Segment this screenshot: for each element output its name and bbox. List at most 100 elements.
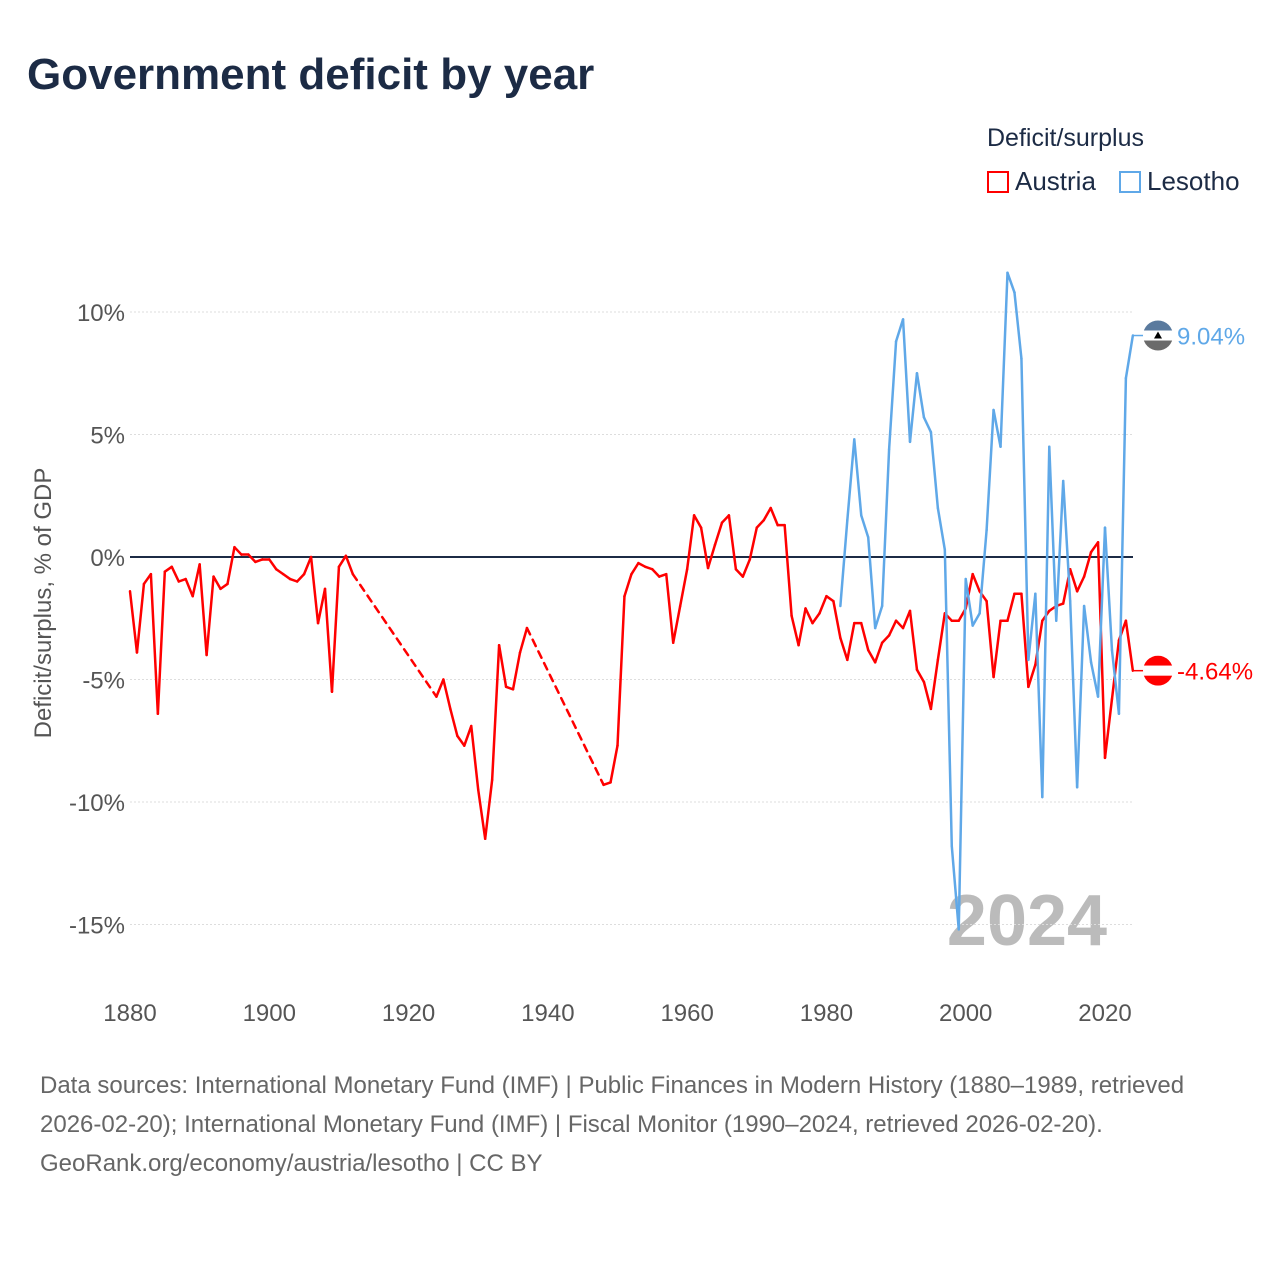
legend-item-austria[interactable]: Austria xyxy=(987,166,1096,197)
series-segment-austria xyxy=(755,519,765,529)
x-tick-label: 2000 xyxy=(939,1000,992,1027)
series-segment-lesotho xyxy=(846,438,856,522)
series-segment-lesotho xyxy=(957,577,967,931)
x-tick-label: 1960 xyxy=(660,1000,713,1027)
series-segment-austria xyxy=(135,582,146,654)
series-segment-austria xyxy=(706,543,717,570)
series-segment-austria xyxy=(156,570,167,716)
series-segment-lesotho xyxy=(985,408,995,532)
x-tick-label: 1900 xyxy=(243,1000,296,1027)
series-segment-austria xyxy=(128,590,139,654)
series-segment-austria xyxy=(351,572,438,698)
series-segment-austria xyxy=(873,641,884,664)
series-segment-austria xyxy=(908,609,919,671)
series-segment-austria xyxy=(1006,592,1016,622)
series-segment-austria xyxy=(901,609,912,630)
series-segment-austria xyxy=(637,561,647,569)
series-segment-austria xyxy=(783,523,793,618)
series-segment-austria xyxy=(191,563,201,598)
series-segment-austria xyxy=(295,572,306,583)
series-segment-austria xyxy=(1124,619,1135,672)
series-segment-austria xyxy=(323,587,334,693)
series-segment-austria xyxy=(497,643,508,689)
series-segment-austria xyxy=(769,506,779,527)
series-segment-lesotho xyxy=(978,528,988,615)
series-segment-austria xyxy=(302,555,313,576)
series-segment-lesotho xyxy=(964,577,974,627)
legend-label: Austria xyxy=(1015,166,1096,196)
series-segment-austria xyxy=(309,555,320,625)
series-segment-austria xyxy=(442,678,452,711)
series-segment-austria xyxy=(1027,663,1037,689)
series-segment-lesotho xyxy=(860,514,870,539)
series-segment-austria xyxy=(483,778,494,840)
y-tick-label: -15% xyxy=(69,913,125,940)
series-segment-austria xyxy=(511,651,522,691)
series-segment-austria xyxy=(435,678,445,698)
series-segment-lesotho xyxy=(1068,599,1079,789)
series-segment-lesotho xyxy=(880,447,891,608)
series-segment-lesotho xyxy=(1048,445,1058,622)
series-segment-lesotho xyxy=(839,519,849,608)
series-segment-austria xyxy=(678,568,689,608)
series-segment-austria xyxy=(281,572,292,581)
series-segment-austria xyxy=(449,707,459,738)
lesotho-flag-icon xyxy=(1143,320,1173,351)
series-segment-austria xyxy=(1068,568,1079,593)
series-segment-lesotho xyxy=(894,318,905,343)
series-segment-austria xyxy=(797,607,807,647)
series-segment-austria xyxy=(790,614,800,647)
series-segment-austria xyxy=(685,514,696,571)
source-text: Data sources: International Monetary Fun… xyxy=(40,1072,1185,1138)
series-segment-austria xyxy=(184,577,194,598)
chart-title: Government deficit by year xyxy=(27,50,595,99)
series-segment-austria xyxy=(490,643,501,782)
series-segment-austria xyxy=(609,744,619,784)
series-segment-lesotho xyxy=(1006,271,1016,294)
series-segment-lesotho xyxy=(936,506,947,551)
series-segment-lesotho xyxy=(922,416,933,434)
series-segment-austria xyxy=(839,636,849,662)
y-tick-label: -5% xyxy=(82,668,125,695)
series-segment-austria xyxy=(762,506,772,522)
series-segment-austria xyxy=(818,594,828,615)
series-segment-austria xyxy=(929,658,940,711)
series-segment-austria xyxy=(1096,541,1107,760)
series-segment-lesotho xyxy=(1110,648,1121,716)
series-segment-austria xyxy=(936,612,947,662)
series-segment-austria xyxy=(1082,550,1093,578)
series-segment-austria xyxy=(866,648,877,664)
source-link[interactable]: GeoRank.org/economy/austria/lesotho | CC… xyxy=(40,1150,543,1177)
legend-label: Lesotho xyxy=(1147,166,1240,196)
series-segment-lesotho xyxy=(901,318,912,444)
series-segment-austria xyxy=(212,575,222,591)
series-segment-austria xyxy=(922,680,933,711)
series-segment-lesotho xyxy=(1089,661,1100,698)
series-segment-lesotho xyxy=(1020,357,1030,662)
series-segment-austria xyxy=(699,526,710,570)
series-segment-austria xyxy=(971,572,981,593)
series-segment-austria xyxy=(630,561,640,576)
series-segment-austria xyxy=(1103,697,1114,760)
series-segment-austria xyxy=(651,568,661,578)
series-segment-austria xyxy=(825,594,835,603)
series-segment-lesotho xyxy=(943,548,954,848)
series-segment-austria xyxy=(985,599,995,679)
series-segment-austria xyxy=(915,668,926,684)
series-segment-austria xyxy=(219,582,229,591)
series-segment-austria xyxy=(748,526,759,561)
series-segment-lesotho xyxy=(1034,592,1044,799)
x-tick-label: 1980 xyxy=(800,1000,853,1027)
series-segment-austria xyxy=(149,572,160,716)
series-segment-austria xyxy=(741,558,752,578)
series-segment-austria xyxy=(992,619,1002,679)
series-segment-austria xyxy=(692,514,703,529)
series-segment-lesotho xyxy=(999,271,1009,448)
series-segment-austria xyxy=(344,554,355,576)
series-segment-lesotho xyxy=(866,536,877,630)
x-tick-label: 1940 xyxy=(521,1000,574,1027)
series-segment-austria xyxy=(832,599,842,640)
legend-item-lesotho[interactable]: Lesotho xyxy=(1119,166,1240,197)
y-tick-label: 10% xyxy=(77,300,125,327)
